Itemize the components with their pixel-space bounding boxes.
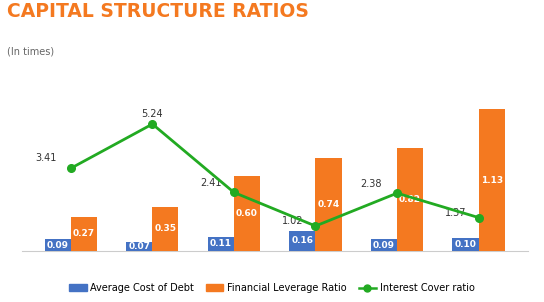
Legend: Average Cost of Debt, Financial Leverage Ratio, Interest Cover ratio: Average Cost of Debt, Financial Leverage…	[65, 279, 479, 297]
Text: 1.37: 1.37	[445, 207, 467, 217]
Text: 1.13: 1.13	[480, 175, 503, 185]
Text: 0.60: 0.60	[236, 209, 258, 218]
Bar	[479, 109, 505, 251]
Bar	[316, 158, 342, 251]
Bar	[152, 207, 178, 251]
Text: 0.16: 0.16	[292, 236, 313, 245]
Bar	[126, 242, 152, 251]
Text: 0.82: 0.82	[399, 195, 421, 204]
Bar	[397, 148, 423, 251]
Text: 0.09: 0.09	[47, 240, 69, 249]
Text: CAPITAL STRUCTURE RATIOS: CAPITAL STRUCTURE RATIOS	[7, 2, 309, 21]
Text: 0.27: 0.27	[73, 229, 95, 238]
Bar	[208, 237, 234, 251]
Text: 2.41: 2.41	[200, 178, 222, 188]
Text: 0.07: 0.07	[128, 242, 150, 251]
Text: 0.09: 0.09	[373, 240, 395, 249]
Text: (In times): (In times)	[7, 47, 54, 57]
Bar	[289, 231, 316, 251]
Text: 5.24: 5.24	[141, 109, 163, 119]
Bar	[71, 217, 97, 251]
Bar	[453, 238, 479, 251]
Text: 0.35: 0.35	[154, 224, 176, 233]
Text: 1.02: 1.02	[282, 216, 304, 226]
Bar	[371, 239, 397, 251]
Text: 2.38: 2.38	[360, 179, 382, 189]
Text: 0.10: 0.10	[455, 240, 477, 249]
Text: 0.74: 0.74	[317, 200, 339, 209]
Text: 0.11: 0.11	[210, 239, 232, 248]
Bar	[45, 239, 71, 251]
Bar	[234, 176, 260, 251]
Text: 3.41: 3.41	[36, 153, 57, 163]
